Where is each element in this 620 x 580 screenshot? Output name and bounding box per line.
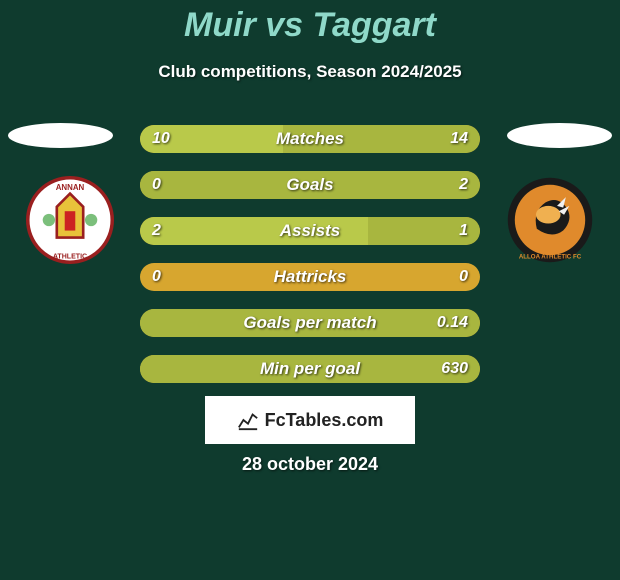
chart-icon [237,409,259,431]
player-right-avatar [507,123,612,148]
generation-date: 28 october 2024 [0,454,620,475]
stat-row: Matches10 14 [140,125,480,153]
branding-box: FcTables.com [205,396,415,444]
stat-row: Assists2 1 [140,217,480,245]
branding-text: FcTables.com [265,410,384,431]
stat-label: Goals [140,171,480,199]
stat-row: Hattricks0 0 [140,263,480,291]
stat-label: Goals per match [140,309,480,337]
stat-label: Hattricks [140,263,480,291]
stat-left-value: 0 [152,263,161,291]
svg-text:ALLOA ATHLETIC FC: ALLOA ATHLETIC FC [519,254,582,261]
stat-left-value: 10 [152,125,170,153]
team-right-badge: ALLOA ATHLETIC FC [505,175,595,265]
annan-athletic-crest-icon: ANNAN ATHLETIC [26,176,114,264]
stat-right-value: 630 [441,355,468,383]
svg-text:ANNAN: ANNAN [56,183,85,192]
stat-label: Assists [140,217,480,245]
page-title: Muir vs Taggart [0,6,620,45]
player-right-name: Taggart [313,6,436,44]
stat-right-value: 2 [459,171,468,199]
stat-label: Matches [140,125,480,153]
stat-label: Min per goal [140,355,480,383]
stat-row: Goals0 2 [140,171,480,199]
alloa-athletic-crest-icon: ALLOA ATHLETIC FC [506,176,594,264]
stat-row: Min per goal630 [140,355,480,383]
stat-right-value: 0.14 [437,309,468,337]
stat-left-value: 2 [152,217,161,245]
stat-right-value: 1 [459,217,468,245]
stat-row: Goals per match0.14 [140,309,480,337]
player-left-name: Muir [184,6,256,44]
stat-bars: Matches1014Goals02Assists21Hattricks00Go… [140,125,480,401]
team-left-badge: ANNAN ATHLETIC [25,175,115,265]
svg-text:ATHLETIC: ATHLETIC [53,254,87,261]
stat-left-value: 0 [152,171,161,199]
vs-text: vs [265,6,303,44]
subtitle: Club competitions, Season 2024/2025 [0,62,620,82]
stat-right-value: 14 [450,125,468,153]
infographic-canvas: Muir vs Taggart Club competitions, Seaso… [0,0,620,580]
stat-right-value: 0 [459,263,468,291]
player-left-avatar [8,123,113,148]
